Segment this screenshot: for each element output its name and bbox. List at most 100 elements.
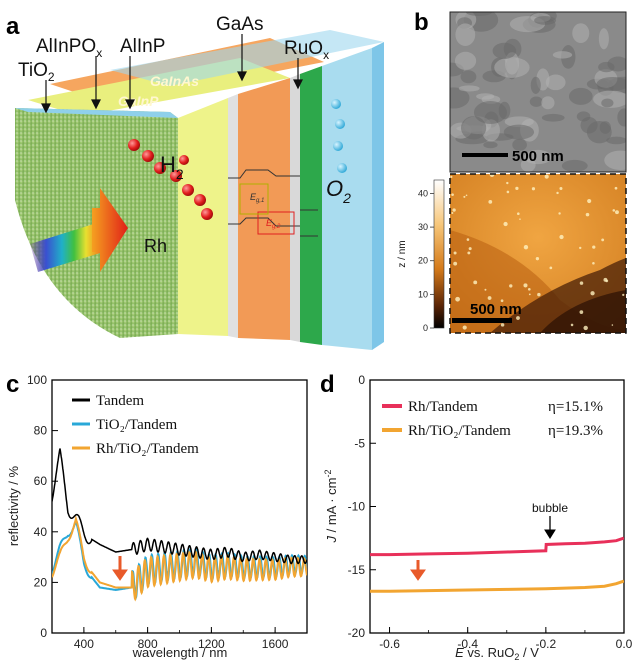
y-tick-label-c: 20 — [34, 575, 48, 589]
afm-particle — [579, 246, 582, 250]
sem-grain — [604, 150, 626, 171]
legend-eff-rh-tio2: η=19.3% — [548, 423, 603, 439]
afm-scalebar — [452, 318, 512, 323]
sem-grain — [541, 96, 555, 110]
label-o2: O2 — [326, 176, 351, 206]
afm-particle — [570, 323, 574, 327]
x-tick-label-c: 1200 — [198, 637, 225, 651]
afm-particle — [500, 299, 504, 303]
afm-particle — [592, 245, 596, 249]
label-alinpox: AlInPOx — [36, 36, 102, 60]
legend-text-tio2: TiO₂/Tandem — [96, 417, 177, 433]
panel-c: c 400 800 1200 1600 0 20 40 60 80 100 wavelength … — [6, 371, 308, 660]
layer-ruox — [322, 48, 372, 350]
panel-a: GaInAs GaInP H2 Rh O2 Eg,1 — [6, 13, 384, 350]
afm-particle — [579, 310, 584, 314]
afm-particle — [601, 238, 605, 242]
label-h2: H2 — [160, 152, 184, 182]
top-blue — [110, 30, 384, 86]
sem-grain — [541, 113, 565, 122]
layer-tio2-back — [372, 42, 384, 350]
afm-particle — [537, 292, 541, 297]
afm-particle — [466, 238, 470, 241]
label-gainp: GaInP — [118, 93, 159, 109]
series-group-d — [370, 536, 624, 593]
afm-particle — [516, 316, 520, 320]
afm-particle — [523, 245, 529, 250]
y-tick-label-d: -15 — [348, 563, 366, 577]
sem-grain — [483, 141, 498, 149]
x-axis-label-d: E vs. RuO2 / V — [455, 645, 539, 662]
afm-particle — [500, 323, 505, 327]
sem-grain — [512, 138, 527, 151]
sem-grain — [596, 77, 626, 91]
x-tick-label-d: -0.4 — [457, 637, 478, 651]
afm-colorbar — [433, 179, 445, 329]
afm-particle — [579, 281, 584, 285]
y-tick-label-d: -5 — [354, 436, 365, 450]
afm-particle — [622, 293, 625, 297]
series-line-d-0 — [370, 536, 624, 557]
colorbar-tick-label: 20 — [418, 256, 428, 266]
y-tick-label-d: 0 — [358, 373, 365, 387]
colorbar-label: z / nm — [397, 240, 408, 267]
afm-particle — [535, 257, 540, 261]
afm-particle — [583, 325, 588, 331]
panel-b: b 500 nm 500 nm 40 30 20 10 0 z / nm — [397, 9, 627, 334]
sem-grain — [606, 136, 626, 145]
sem-grain — [458, 85, 480, 92]
h2-bubbles — [128, 139, 213, 220]
label-eg2: Eg,2 — [266, 218, 281, 230]
panel-d: d -0.6 -0.4 -0.2 0.0 0 -5 -10 -15 -20 E vs. RuO2… — [320, 371, 633, 662]
afm-particle — [488, 200, 493, 204]
sem-grain — [482, 119, 500, 142]
afm-particle — [531, 187, 536, 191]
sem-grain — [534, 16, 557, 25]
y-axis-label-d: J / mA · cm-2 — [323, 469, 339, 543]
afm-particle — [506, 190, 510, 194]
y-tick-label-d: -20 — [348, 626, 366, 640]
series-line-d-1 — [370, 579, 624, 593]
afm-particle — [592, 261, 595, 265]
y-axis-label-c: reflectivity / % — [6, 465, 21, 546]
y-tick-label-d: -10 — [348, 500, 366, 514]
series-line-c-2 — [52, 515, 307, 602]
afm-particle — [611, 324, 614, 326]
legend-text-tandem: Tandem — [96, 393, 144, 409]
afm-particle — [465, 194, 468, 197]
afm-particle — [451, 212, 454, 215]
layer-gainas — [238, 78, 290, 340]
afm-particle — [549, 266, 553, 270]
afm-particle — [559, 234, 564, 240]
series-group-c — [52, 448, 307, 602]
sem-grain — [523, 149, 552, 165]
sem-grain — [454, 51, 477, 70]
afm-scale-label: 500 nm — [470, 301, 522, 318]
sem-grain — [503, 124, 535, 140]
afm-particle — [453, 251, 457, 255]
sem-grain — [529, 96, 543, 107]
sem-grain — [460, 70, 477, 84]
y-tick-label-c: 0 — [40, 626, 47, 640]
afm-particle — [615, 210, 619, 215]
afm-particle — [528, 293, 531, 296]
light-arrow — [92, 188, 128, 272]
legend-c: Tandem TiO₂/Tandem Rh/TiO₂/Tandem — [72, 393, 199, 457]
label-leaders — [41, 34, 303, 114]
afm-particle — [515, 186, 519, 191]
afm-particle — [463, 195, 466, 198]
afm-particle — [523, 283, 528, 288]
label-ruox: RuOx — [284, 38, 329, 62]
sem-grain — [561, 159, 588, 172]
legend-text-rh-tio2: Rh/TiO₂/Tandem — [96, 441, 199, 457]
afm-particle — [614, 186, 618, 190]
sem-grain — [572, 23, 590, 43]
afm-particle — [450, 175, 453, 178]
afm-particle — [585, 212, 590, 217]
sem-scalebar — [462, 153, 508, 157]
legend-text-rh-tio2-d: Rh/TiO₂/Tandem — [408, 423, 511, 439]
afm-particle — [556, 191, 559, 195]
panel-label-c: c — [6, 371, 19, 398]
afm-particle — [503, 221, 508, 227]
